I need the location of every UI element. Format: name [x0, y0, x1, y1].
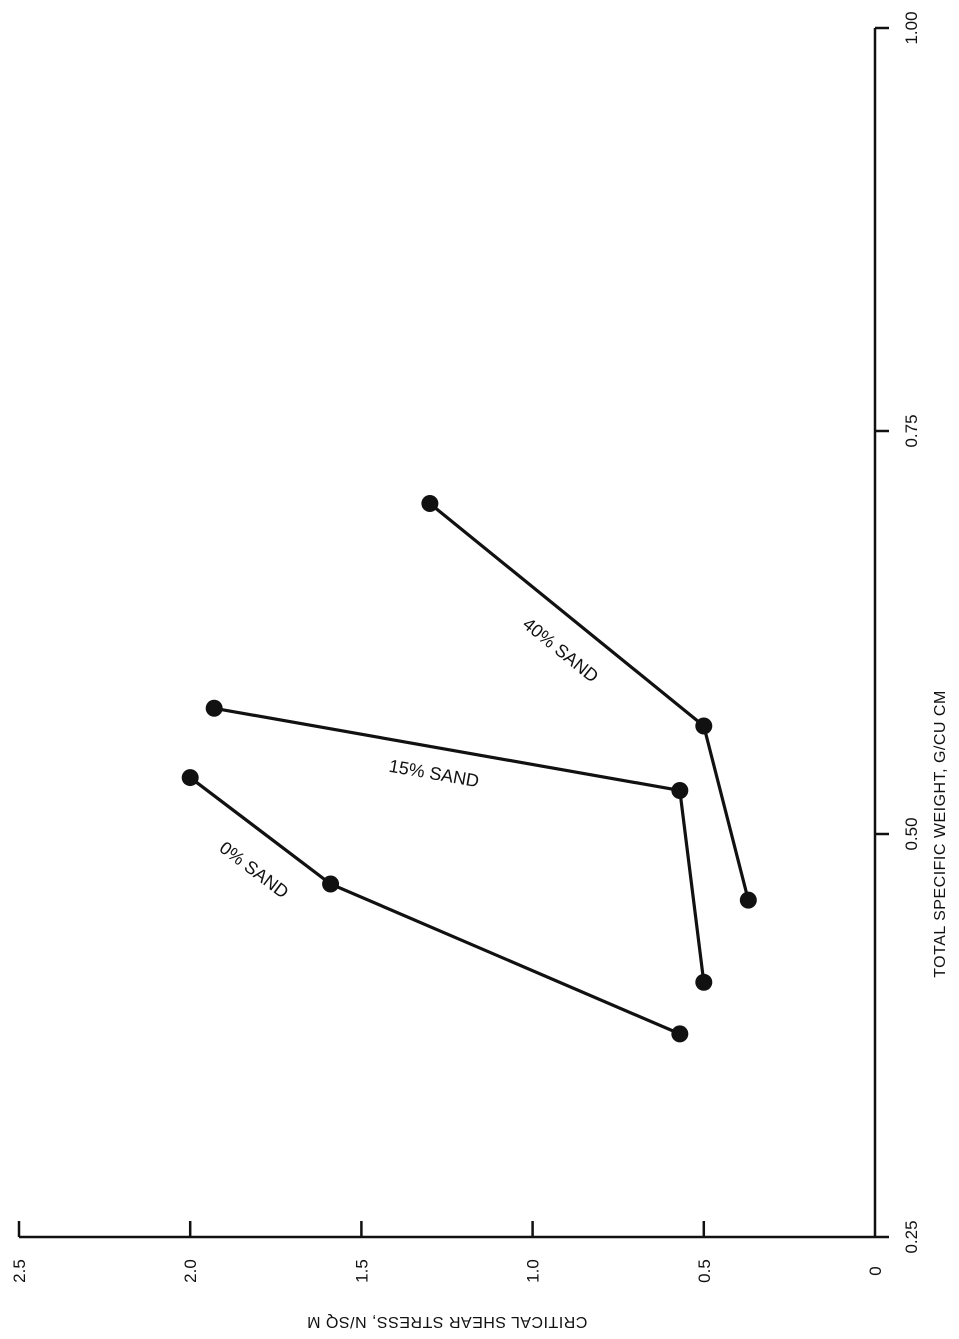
data-point: [739, 891, 757, 909]
data-point: [322, 875, 340, 893]
data-point: [671, 1025, 689, 1043]
data-point: [695, 973, 713, 991]
y-tick-label: 0.5: [695, 1259, 714, 1283]
x-tick-label: 0.25: [902, 1220, 921, 1253]
y-tick-label: 1.5: [352, 1259, 371, 1283]
series-label: 15% SAND: [387, 756, 480, 792]
data-point: [205, 699, 223, 717]
series-label: 40% SAND: [519, 614, 602, 687]
y-tick-label: 1.0: [524, 1259, 543, 1283]
series-layer: [181, 495, 757, 1043]
y-tick-label: 2.5: [10, 1259, 29, 1283]
x-tick-label: 0.50: [902, 817, 921, 850]
x-tick-label: 1.00: [902, 11, 921, 44]
data-point: [695, 717, 713, 735]
series-line: [213, 706, 706, 983]
x-axis-title: TOTAL SPECIFIC WEIGHT, G/CU CM: [932, 690, 949, 978]
series-line: [428, 502, 750, 901]
x-tick-label: 0.75: [902, 414, 921, 447]
y-axis-title: CRITICAL SHEAR STRESS, N/SQ M: [307, 1313, 588, 1330]
labels-layer: 0.25 0.50 0.75 1.00 0 0.5 1.0 1.5 2.0 2.5 TOTAL SP…: [10, 11, 949, 1330]
data-point: [421, 495, 439, 513]
data-point: [181, 769, 199, 787]
data-point: [671, 781, 689, 799]
axes-layer: [17, 26, 889, 1239]
y-tick-label: 2.0: [181, 1259, 200, 1283]
y-tick-label: 0: [866, 1266, 885, 1275]
series-line: [189, 776, 681, 1036]
